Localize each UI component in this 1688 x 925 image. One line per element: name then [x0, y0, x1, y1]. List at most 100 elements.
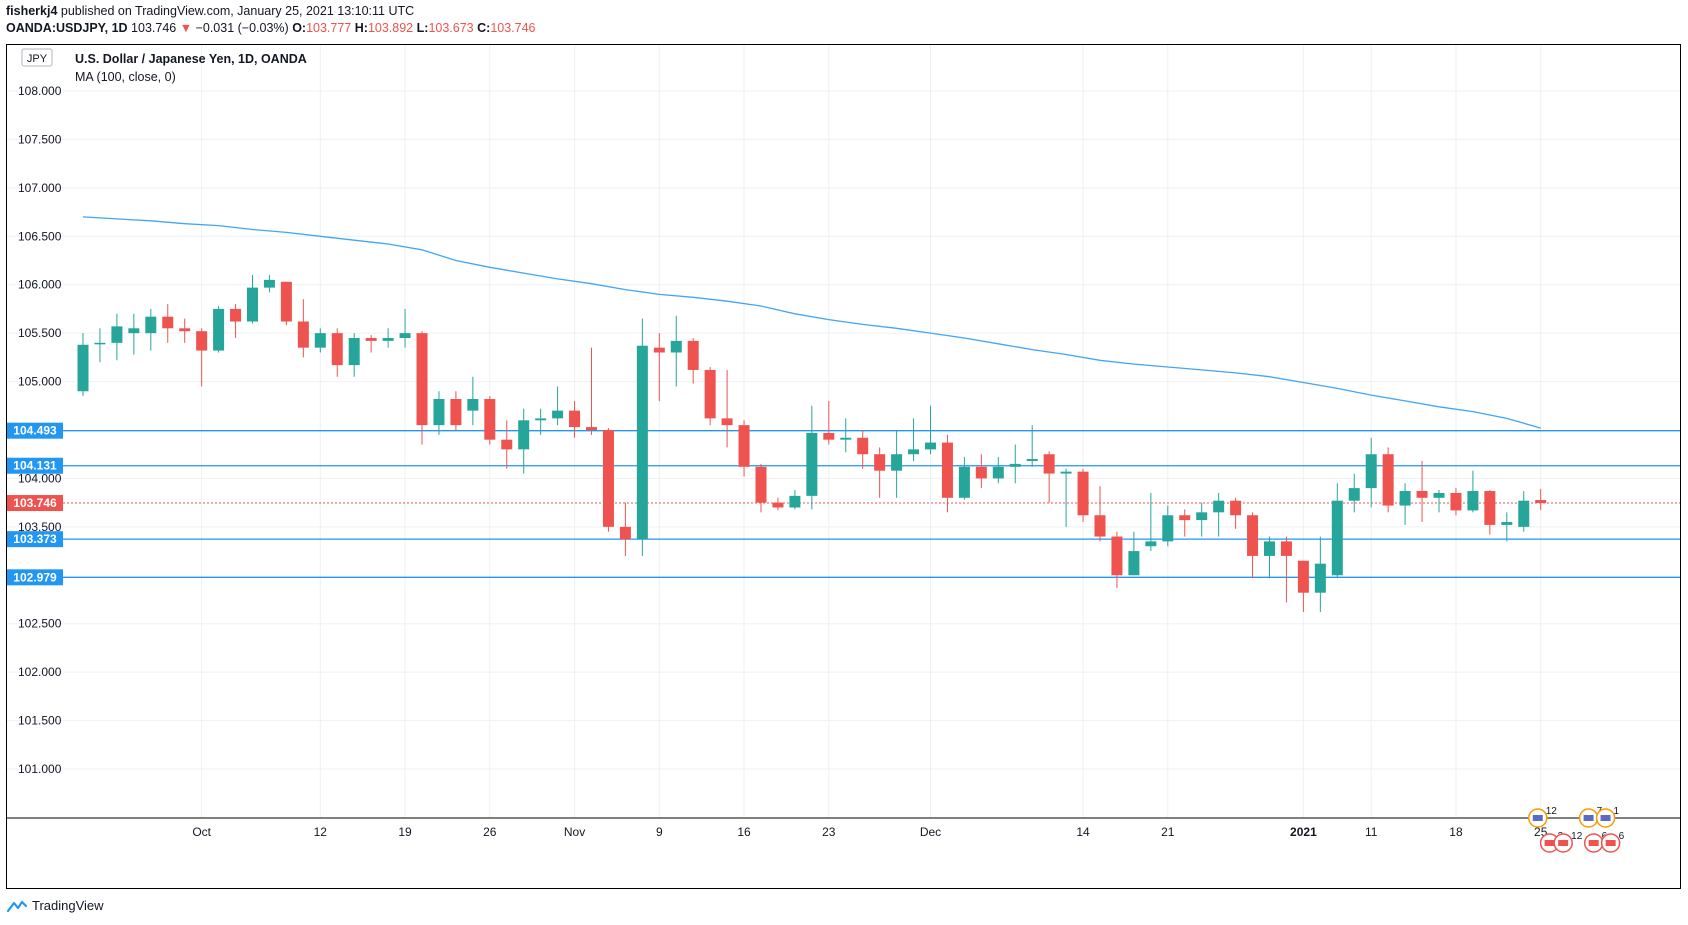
y-tick-label: 101.000	[18, 762, 62, 776]
candle-body	[1433, 492, 1445, 498]
candle-body	[1060, 471, 1072, 474]
candle-body	[891, 454, 903, 471]
candle-body	[416, 333, 428, 426]
candle-up	[992, 457, 1004, 484]
candle-down	[1043, 451, 1055, 503]
x-tick-label: 9	[656, 825, 663, 839]
low-value: 103.673	[428, 21, 474, 35]
y-tick-label: 105.500	[18, 326, 62, 340]
candle-down	[450, 391, 462, 430]
tradingview-logo-icon	[6, 900, 28, 912]
candle-down	[1416, 460, 1428, 523]
level-price-badge: 102.979	[7, 569, 63, 586]
candle-down	[772, 497, 784, 511]
candle-up	[636, 318, 648, 556]
candle-up	[1213, 492, 1225, 537]
candle-up	[806, 405, 818, 510]
candle-down	[941, 434, 953, 513]
brand-name[interactable]: TradingView	[32, 898, 104, 913]
candle-body	[755, 466, 767, 503]
level-badge-bg	[7, 531, 63, 548]
level-badge-bg	[7, 422, 63, 439]
author-name[interactable]: fisherkj4	[6, 4, 58, 18]
candle-body	[1230, 500, 1242, 516]
candle-body	[1399, 491, 1411, 506]
candle-body	[925, 442, 936, 450]
candle-body	[1484, 491, 1496, 525]
price-change: −0.031 (−0.03%)	[195, 21, 289, 35]
candle-body	[738, 425, 750, 467]
candle-body	[704, 369, 716, 419]
candle-body	[1094, 515, 1106, 537]
candle-body	[992, 466, 1004, 479]
candle-down	[1077, 468, 1089, 523]
candle-body	[230, 308, 242, 322]
x-tick-label: 12	[314, 825, 328, 839]
candle-down	[653, 333, 665, 401]
economic-event-marker	[1578, 808, 1599, 828]
economic-event-marker	[1583, 833, 1604, 853]
candle-body	[908, 449, 920, 455]
currency-badge-box	[21, 48, 53, 67]
candle-body	[602, 430, 614, 527]
candle-up	[382, 328, 394, 348]
candle-down	[280, 281, 292, 326]
candle-down	[619, 502, 631, 556]
candle-body	[382, 337, 394, 341]
candle-body	[789, 495, 801, 508]
candle-down	[1230, 497, 1242, 529]
level-badge-bg	[7, 495, 63, 512]
x-tick-label: Oct	[192, 825, 211, 839]
candle-body	[162, 316, 174, 329]
footer-brand: TradingView	[6, 898, 104, 913]
level-price-badge: 104.131	[7, 457, 63, 474]
candle-body	[1535, 500, 1547, 504]
candle-down	[484, 396, 496, 445]
candle-body	[721, 418, 733, 426]
candle-up	[958, 457, 970, 500]
candle-body	[1026, 459, 1038, 461]
candle-down	[755, 463, 767, 513]
candle-down	[1297, 560, 1309, 613]
event-count: 6	[1619, 831, 1625, 842]
candle-up	[1399, 483, 1411, 525]
candle-up	[213, 306, 225, 353]
candle-up	[1162, 505, 1174, 547]
x-tick-label: 23	[822, 825, 836, 839]
y-tick-label: 106.000	[18, 278, 62, 292]
event-count: 12	[1546, 806, 1558, 817]
symbol-line: OANDA:USDJPY, 1D 103.746 ▼ −0.031 (−0.03…	[6, 20, 536, 37]
level-badge-label: 104.131	[13, 459, 57, 473]
candle-down	[365, 335, 377, 353]
economic-event-marker	[1595, 808, 1616, 828]
y-tick-label: 107.500	[18, 132, 62, 146]
candle-body	[1145, 541, 1157, 547]
candle-body	[975, 466, 987, 479]
grid-lines	[7, 45, 1680, 818]
candle-down	[569, 400, 581, 438]
event-count: 1	[1614, 806, 1620, 817]
candle-body	[1264, 541, 1275, 556]
candles	[77, 275, 1547, 613]
candle-up	[552, 386, 564, 426]
candle-body	[297, 321, 309, 348]
candle-up	[891, 430, 903, 498]
close-label: C:	[477, 21, 491, 35]
flag-icon	[1532, 815, 1543, 821]
candle-body	[1501, 522, 1513, 525]
economic-event-marker	[1600, 833, 1621, 853]
candle-body	[1077, 471, 1089, 516]
publish-info: fisherkj4 published on TradingView.com, …	[6, 3, 414, 20]
candle-up	[77, 333, 89, 397]
symbol-name: OANDA:USDJPY, 1D	[6, 21, 128, 35]
candle-up	[518, 408, 530, 474]
candle-down	[823, 400, 835, 445]
candle-body	[196, 331, 208, 351]
level-price-badge: 104.493	[7, 422, 63, 439]
candle-body	[958, 466, 970, 498]
candle-up	[1467, 470, 1479, 513]
y-tick-label: 102.500	[18, 617, 62, 631]
currency-badge-label: JPY	[27, 53, 48, 65]
candle-body	[128, 328, 140, 334]
